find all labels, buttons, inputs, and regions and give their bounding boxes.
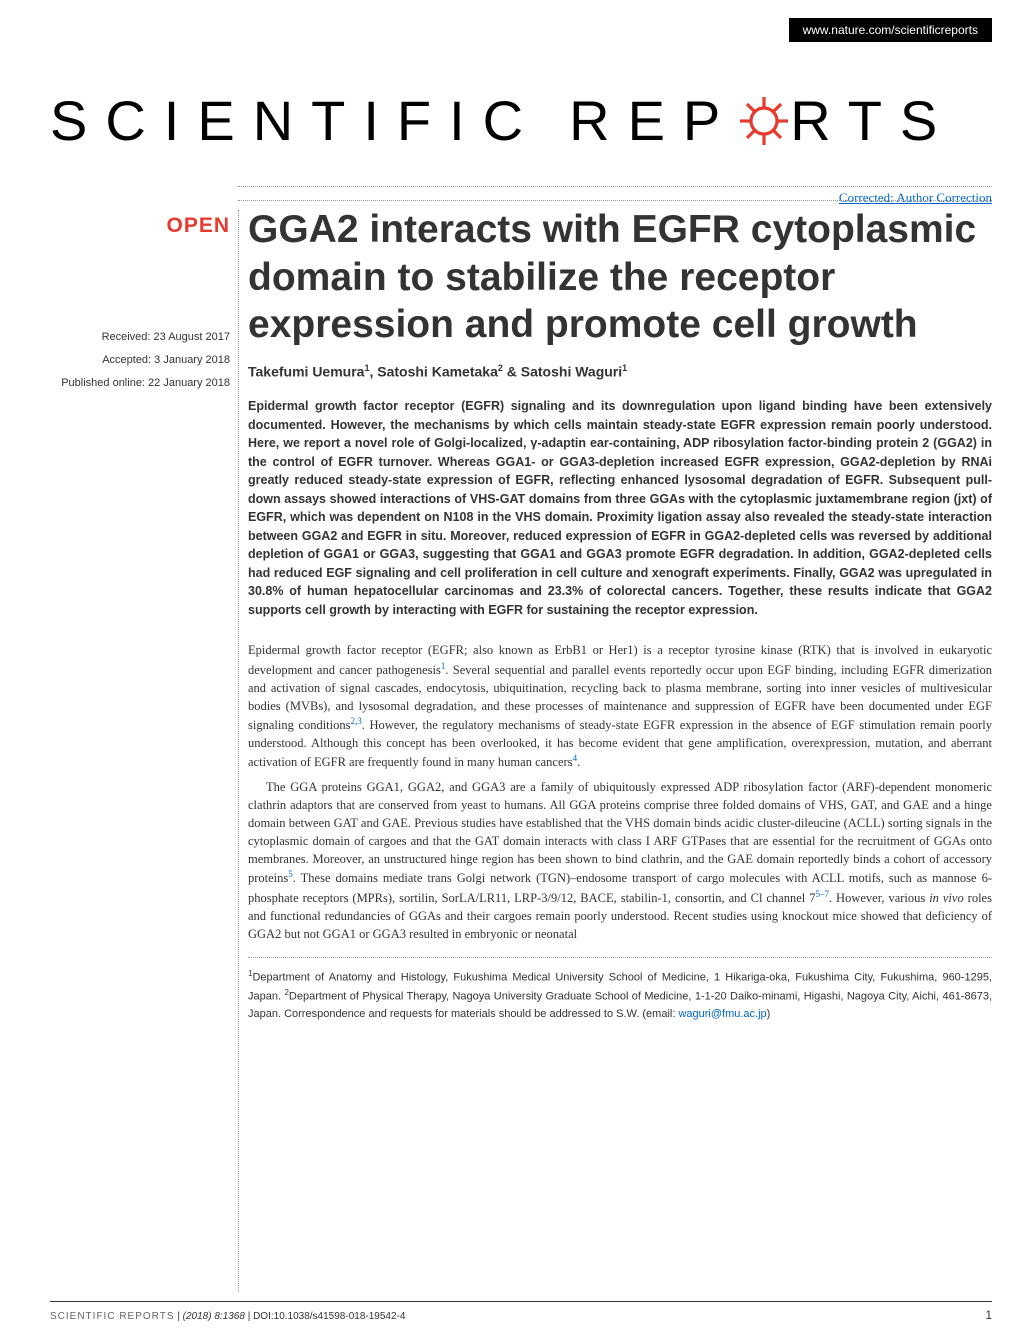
correction-link[interactable]: Corrected: Author Correction [839,190,992,206]
page-footer: SCIENTIFIC REPORTS | (2018) 8:1368 | DOI… [50,1301,992,1322]
vertical-divider [238,210,239,1292]
body-paragraph-2: The GGA proteins GGA1, GGA2, and GGA3 ar… [248,778,992,943]
main-content: GGA2 interacts with EGFR cytoplasmic dom… [248,206,992,1023]
article-title: GGA2 interacts with EGFR cytoplasmic dom… [248,206,992,349]
affiliations: 1Department of Anatomy and Histology, Fu… [248,968,992,1022]
logo-part3: RTS [790,88,955,153]
page-number: 1 [985,1308,992,1322]
body-paragraph-1: Epidermal growth factor receptor (EGFR; … [248,641,992,771]
date-received: Received: 23 August 2017 [50,328,230,348]
affiliations-divider [248,957,992,958]
footer-doi: | DOI:10.1038/s41598-018-19542-4 [248,1311,406,1322]
header-url-bar: www.nature.com/scientificreports [789,18,992,42]
footer-citation: SCIENTIFIC REPORTS | (2018) 8:1368 | DOI… [50,1311,405,1322]
title-divider [238,200,992,201]
header-url[interactable]: www.nature.com/scientificreports [803,23,978,37]
journal-logo: SCIENTIFIC REP RTS [50,88,992,153]
authors-list: Takefumi Uemura1, Satoshi Kametaka2 & Sa… [248,363,992,380]
date-published: Published online: 22 January 2018 [50,374,230,394]
top-divider [238,186,992,187]
logo-part2: REP [569,88,738,153]
logo-part1: SCIENTIFIC [50,88,541,153]
date-accepted: Accepted: 3 January 2018 [50,351,230,371]
journal-logo-text: SCIENTIFIC REP RTS [50,88,992,153]
sidebar: OPEN Received: 23 August 2017 Accepted: … [50,214,230,396]
gear-icon [734,91,794,151]
abstract: Epidermal growth factor receptor (EGFR) … [248,397,992,619]
footer-journal: SCIENTIFIC REPORTS [50,1311,175,1322]
publication-dates: Received: 23 August 2017 Accepted: 3 Jan… [50,328,230,393]
footer-volume: | (2018) 8:1368 [175,1311,248,1322]
open-access-badge: OPEN [50,214,230,238]
